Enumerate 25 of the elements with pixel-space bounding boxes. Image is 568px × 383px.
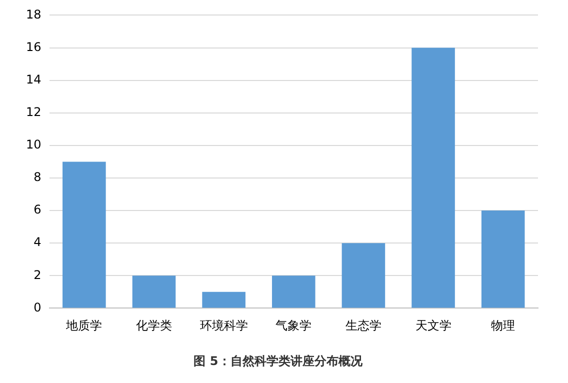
x-tick-label: 天文学 [415, 318, 452, 333]
y-tick-label: 12 [26, 104, 42, 119]
bar [342, 243, 386, 308]
y-tick-label: 8 [34, 170, 42, 184]
x-tick-label: 气象学 [276, 318, 312, 333]
y-tick-label: 6 [34, 202, 42, 217]
x-tick-label: 物理 [491, 318, 516, 333]
x-tick-label: 化学类 [136, 318, 172, 333]
bar [481, 210, 525, 308]
text: 图 5：自然科学类讲座分布概况 [194, 354, 364, 368]
x-tick-label: 生态学 [345, 318, 382, 333]
y-tick-label: 14 [26, 72, 42, 86]
bar [202, 292, 246, 308]
x-tick-label: 环境科学 [200, 318, 248, 333]
y-tick-label: 16 [26, 40, 42, 54]
y-tick-label: 0 [34, 300, 42, 314]
bar [412, 48, 455, 308]
bar [132, 276, 176, 308]
bar [272, 276, 316, 308]
y-tick-label: 18 [26, 7, 42, 22]
y-tick-label: 4 [34, 235, 42, 250]
y-tick-label: 10 [26, 138, 42, 152]
bar [62, 162, 106, 308]
y-tick-label: 2 [34, 268, 42, 282]
x-tick-label: 地质学 [65, 318, 102, 333]
